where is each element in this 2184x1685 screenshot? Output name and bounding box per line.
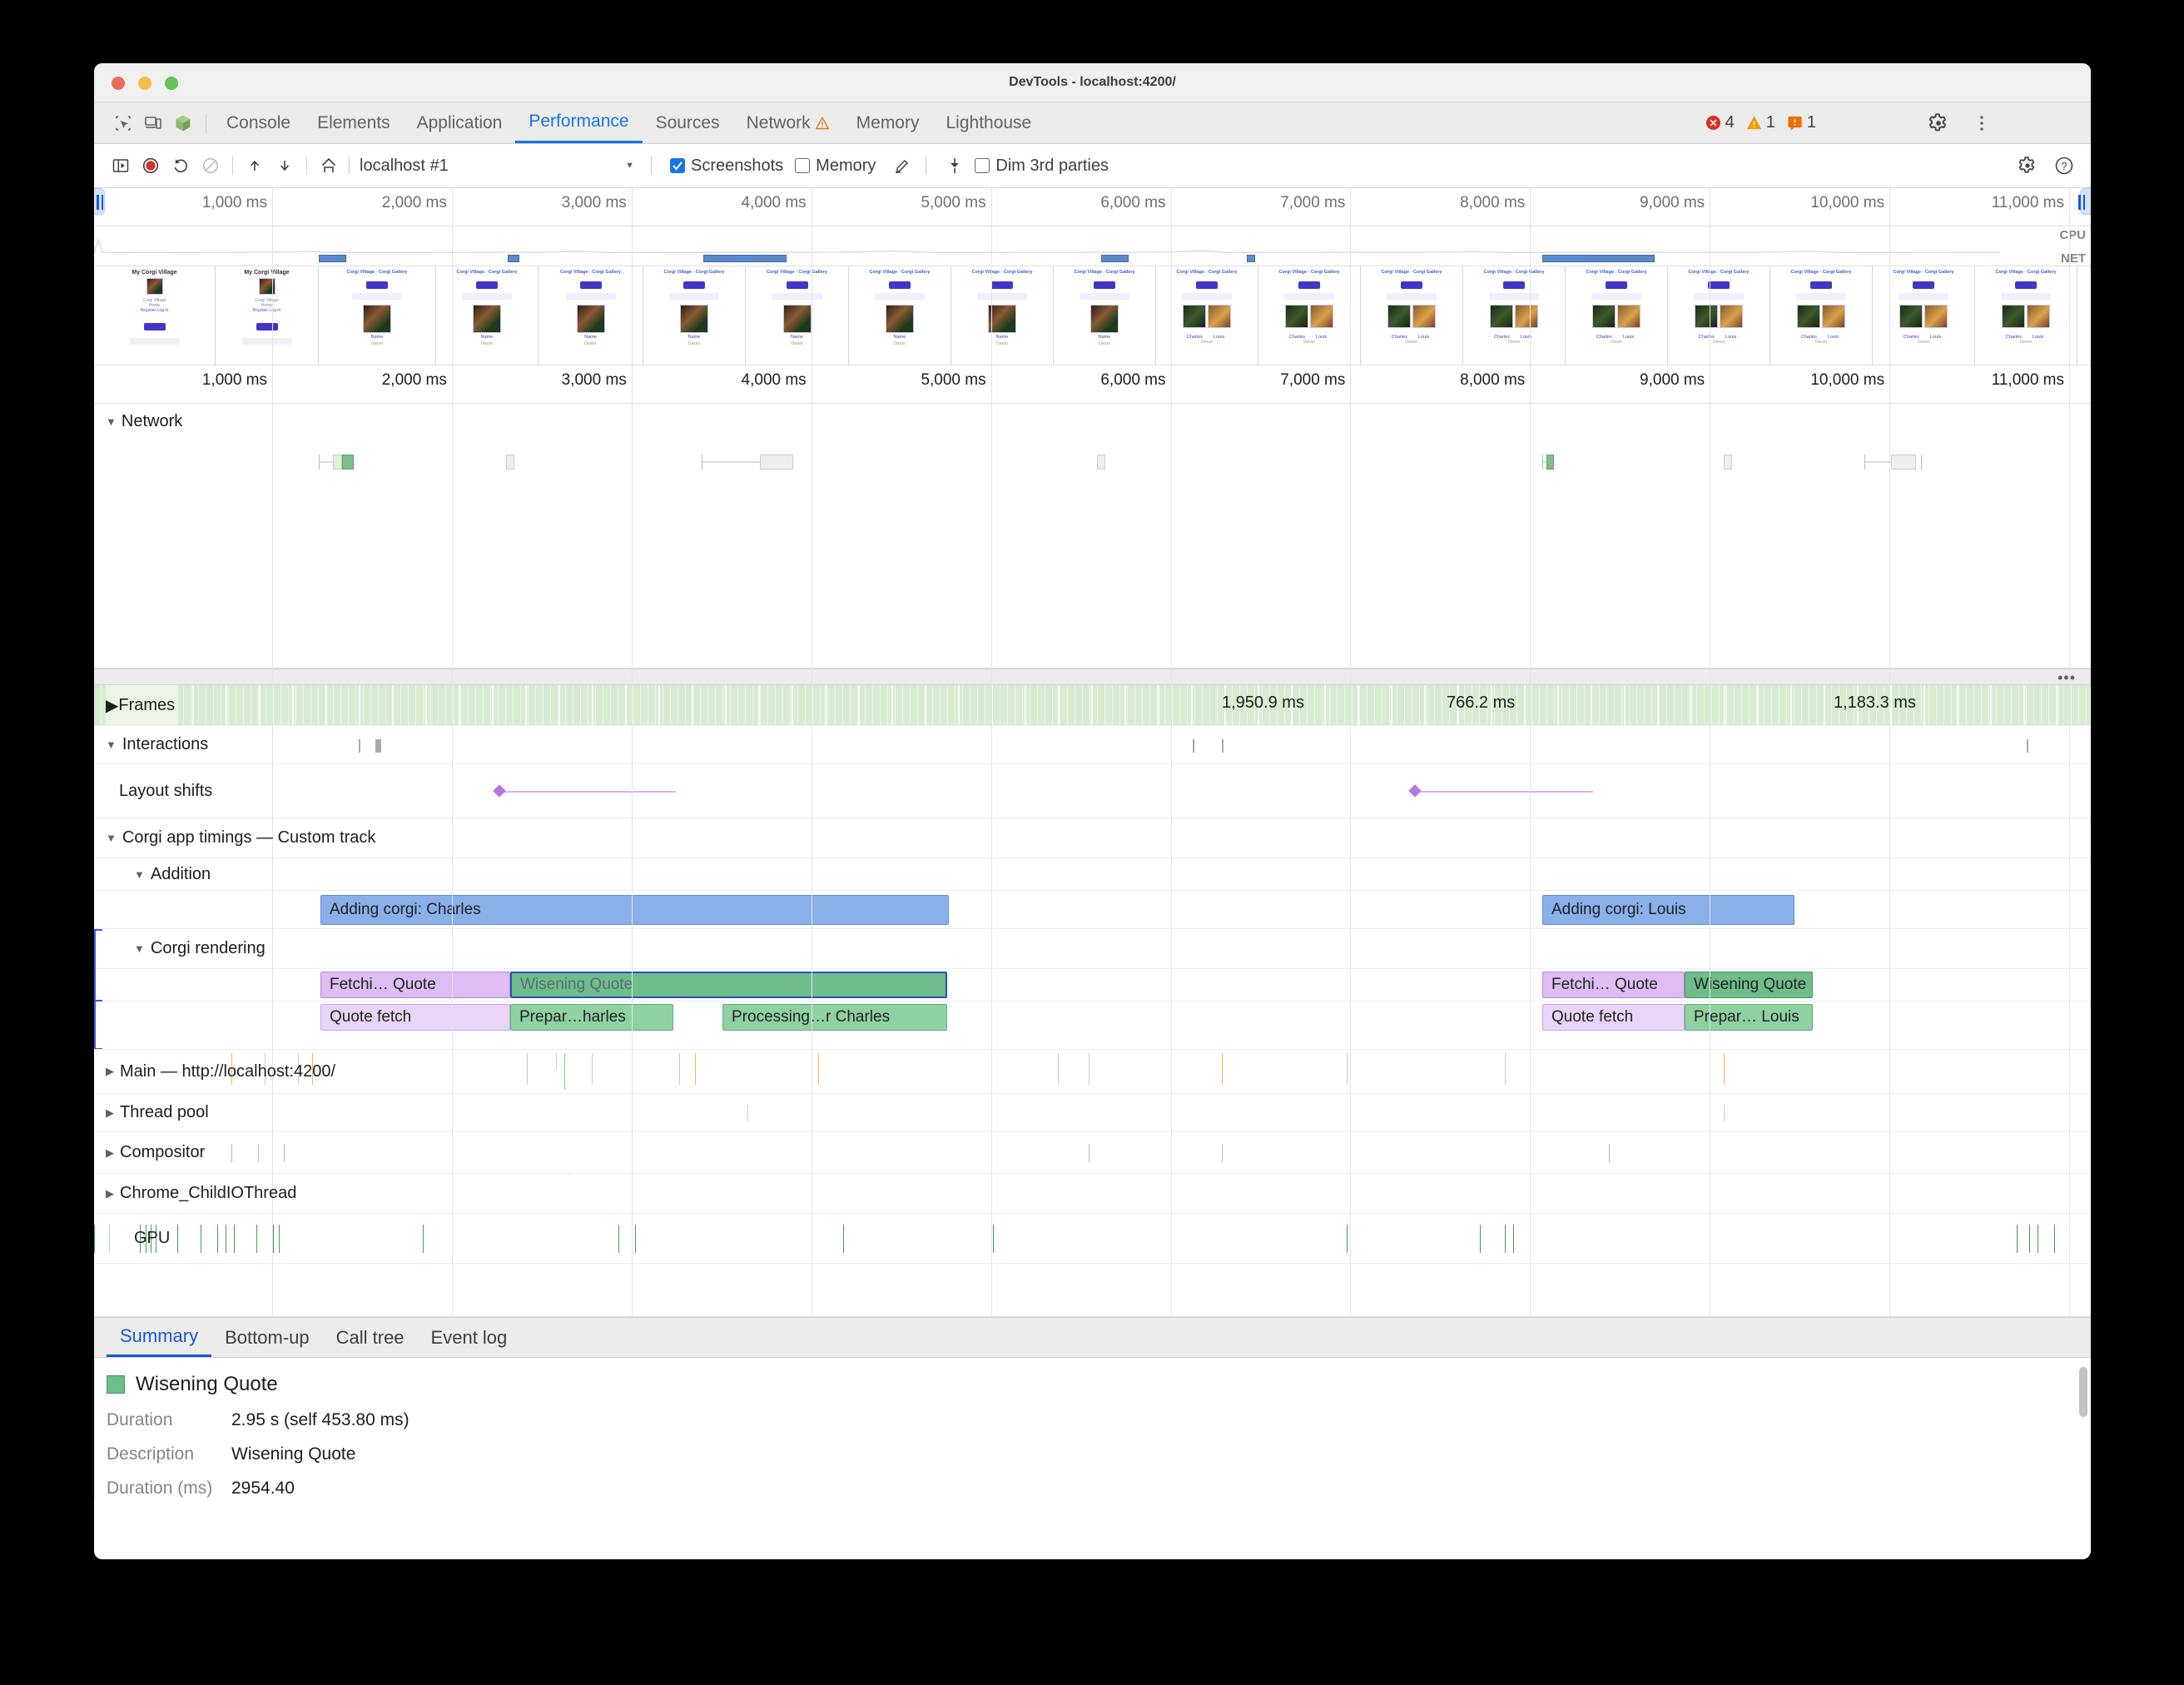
svg-text:?: ? bbox=[2061, 160, 2067, 172]
